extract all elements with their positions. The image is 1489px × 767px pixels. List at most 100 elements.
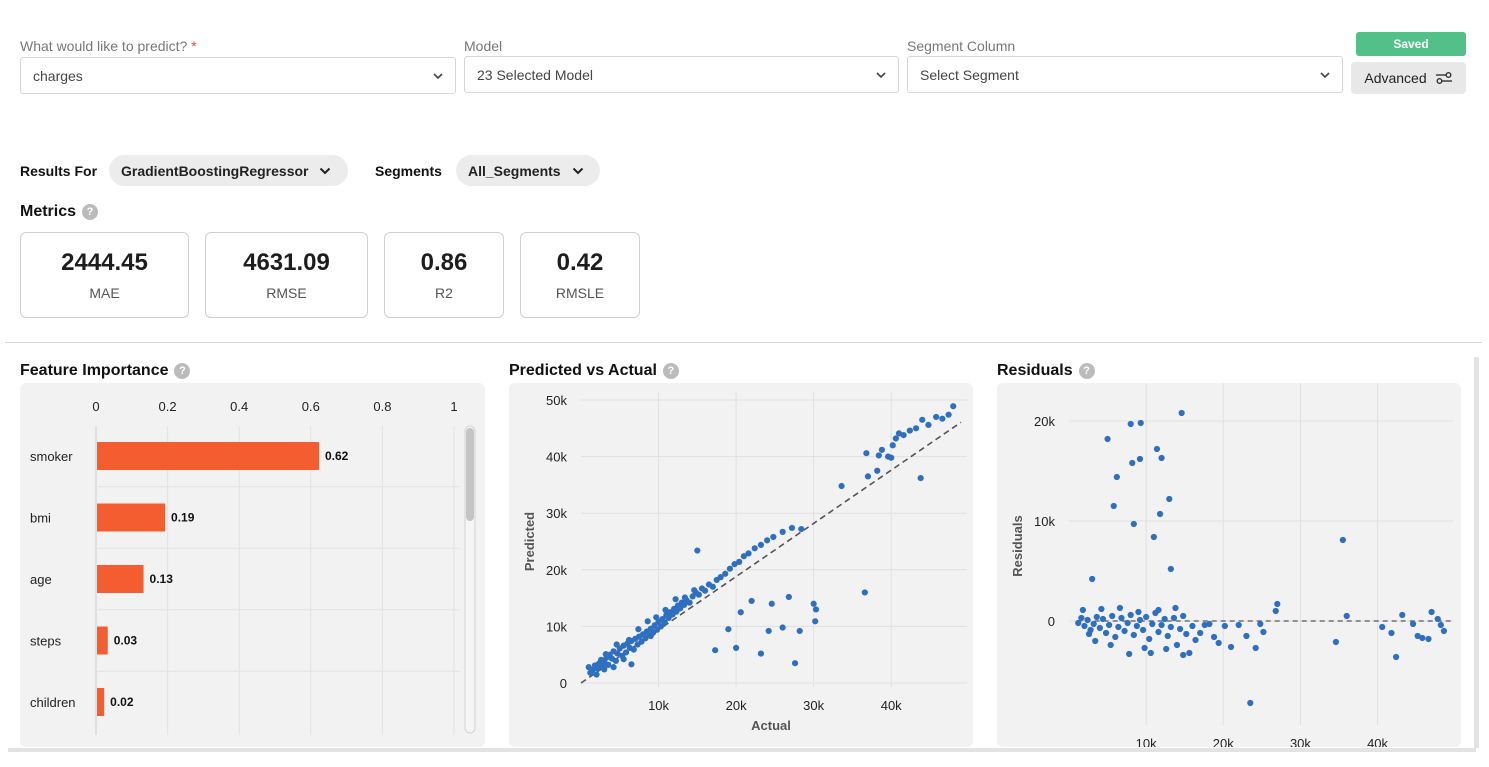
x-tick-label: 0.2 <box>159 399 177 414</box>
segments-label: Segments <box>375 163 442 179</box>
data-point <box>1118 614 1125 622</box>
metric-value: 2444.45 <box>61 249 148 276</box>
metric-card-rmsle: 0.42 RMSLE <box>520 232 640 318</box>
data-point <box>1192 636 1199 644</box>
bar-value-label: 0.62 <box>325 449 349 463</box>
model-select[interactable]: 23 Selected Model <box>464 56 899 93</box>
data-point <box>1201 621 1208 629</box>
predicted-vs-actual-title: Predicted vs Actual ? <box>509 362 679 380</box>
data-point <box>722 570 729 577</box>
data-point <box>1247 699 1254 707</box>
data-point <box>1173 641 1181 649</box>
data-point <box>748 597 755 605</box>
data-point <box>701 587 709 594</box>
model-label: Model <box>464 38 503 54</box>
segments-value: All_Segments <box>468 162 561 179</box>
data-point <box>601 666 608 673</box>
panel-scrollbar-thumb[interactable] <box>466 428 474 521</box>
bar-value-label: 0.13 <box>150 572 174 586</box>
importance-bar <box>97 442 319 470</box>
importance-bar <box>97 503 166 532</box>
y-tick-label: 10k <box>546 619 567 634</box>
data-point <box>1153 445 1161 453</box>
predict-target-select[interactable]: charges <box>20 57 456 94</box>
predict-label: What would like to predict? * <box>20 38 197 54</box>
data-point <box>770 533 777 541</box>
data-point <box>725 626 732 633</box>
x-tick-label: 0.6 <box>302 399 320 414</box>
data-point <box>612 657 619 665</box>
page-scrollbar-vertical[interactable] <box>1474 357 1479 748</box>
data-point <box>1149 620 1156 628</box>
metrics-title: Metrics ? <box>20 203 99 221</box>
data-point <box>1137 419 1144 427</box>
page-scrollbar-horizontal[interactable] <box>8 748 1476 752</box>
data-point <box>950 403 957 410</box>
data-point <box>733 644 740 652</box>
data-point <box>737 609 744 616</box>
sliders-icon <box>1435 72 1452 84</box>
data-point <box>1158 454 1165 462</box>
data-point <box>1089 575 1096 583</box>
bar-value-label: 0.02 <box>110 695 134 709</box>
data-point <box>1146 635 1153 643</box>
data-point <box>757 650 765 657</box>
x-tick-label: 40k <box>1367 736 1388 747</box>
y-tick-label: 40k <box>546 450 567 465</box>
help-icon[interactable]: ? <box>1078 363 1095 379</box>
data-point <box>740 553 747 560</box>
segment-column-select[interactable]: Select Segment <box>907 56 1343 93</box>
segments-dropdown[interactable]: All_Segments <box>456 155 600 186</box>
predict-target-value: charges <box>33 67 83 84</box>
data-point <box>1104 435 1111 443</box>
bar-value-label: 0.03 <box>114 634 138 648</box>
data-point <box>1260 628 1267 636</box>
help-icon[interactable]: ? <box>82 204 99 220</box>
data-point <box>1170 614 1178 622</box>
metric-card-r2: 0.86 R2 <box>384 232 504 318</box>
data-point <box>1110 502 1117 510</box>
data-point <box>1189 622 1196 630</box>
help-icon[interactable]: ? <box>174 363 191 379</box>
data-point <box>1257 620 1264 628</box>
data-point <box>1164 632 1171 640</box>
data-point <box>1221 622 1228 630</box>
x-tick-label: 1 <box>450 399 457 414</box>
data-point <box>1124 619 1131 627</box>
data-point <box>736 558 743 565</box>
feature-importance-panel: 0 0.2 0.4 0.6 0.8 1 smoker 0.62 bmi 0.19 age 0.13 st… <box>20 383 485 747</box>
metric-value: 0.86 <box>420 249 468 276</box>
data-point <box>1136 455 1144 463</box>
advanced-button[interactable]: Advanced <box>1351 62 1466 94</box>
data-point <box>1392 653 1400 661</box>
data-point <box>1167 565 1174 573</box>
data-point <box>779 624 786 631</box>
data-point <box>657 623 664 630</box>
advanced-button-label: Advanced <box>1364 70 1427 86</box>
reference-line <box>580 421 962 684</box>
data-point <box>726 565 733 572</box>
data-point <box>625 636 633 644</box>
data-point <box>925 421 932 429</box>
data-point <box>1161 615 1168 623</box>
data-point <box>1098 605 1105 613</box>
data-point <box>764 537 771 544</box>
model-result-dropdown[interactable]: GradientBoostingRegressor <box>109 155 348 186</box>
data-point <box>895 430 903 437</box>
data-point <box>1183 630 1190 638</box>
data-point <box>810 600 817 607</box>
help-icon[interactable]: ? <box>662 363 679 379</box>
chevron-down-icon <box>433 73 443 80</box>
x-tick-label: 0.8 <box>373 399 391 414</box>
predict-label-text: What would like to predict? <box>20 38 188 54</box>
data-point <box>644 618 651 625</box>
data-point <box>1121 627 1128 635</box>
data-point <box>1172 604 1179 612</box>
data-point <box>1414 632 1421 640</box>
data-point <box>1180 612 1187 620</box>
data-point <box>1130 631 1137 639</box>
y-tick-label: 10k <box>1034 514 1055 529</box>
data-point <box>1085 630 1093 638</box>
segment-column-label: Segment Column <box>907 38 1016 54</box>
data-point <box>712 647 719 654</box>
